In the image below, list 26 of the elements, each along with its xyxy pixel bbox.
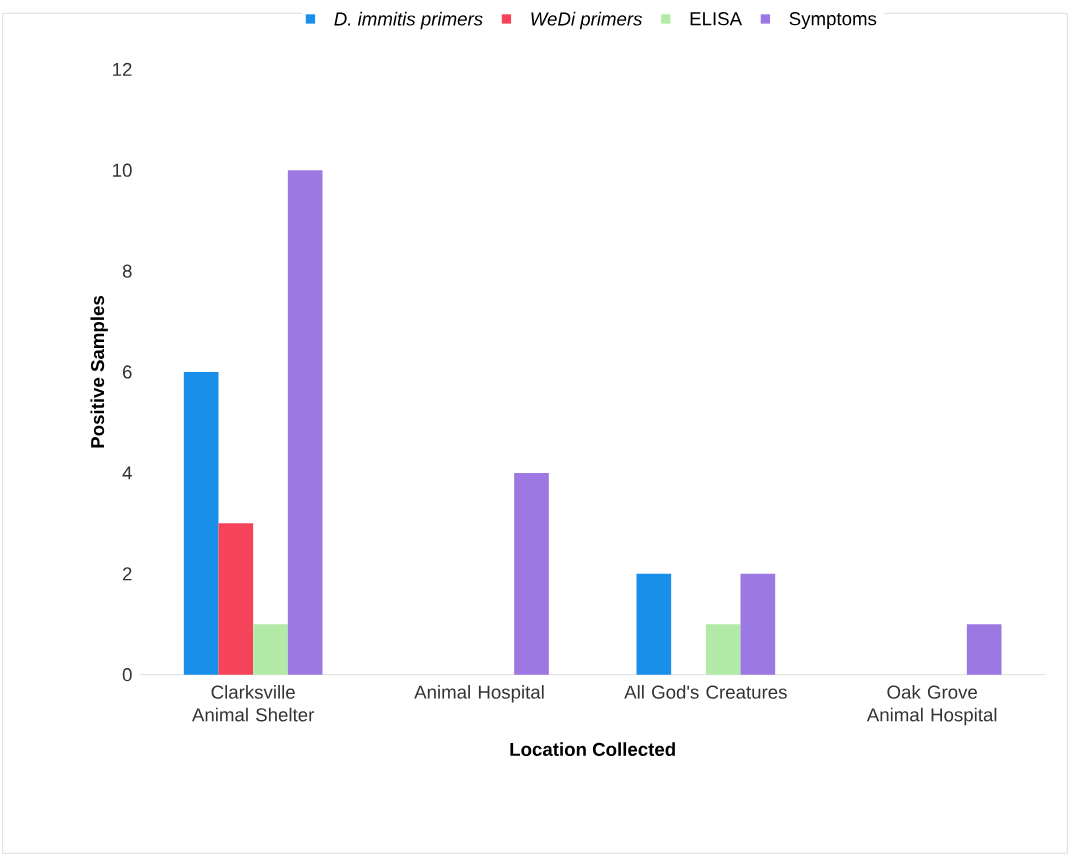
bar — [287, 170, 323, 675]
bar — [218, 523, 254, 675]
y-tick-label: 2 — [123, 567, 132, 581]
legend-label: D. immitis primers — [334, 11, 483, 30]
legend-label: ELISA — [690, 12, 743, 26]
bar — [740, 573, 776, 675]
y-tick-label: 12 — [113, 62, 132, 76]
bar — [253, 624, 288, 675]
x-tick-label: All God's Creatures — [624, 685, 787, 699]
y-tick-label: 4 — [122, 466, 132, 480]
x-tick-label: Clarksville Animal Shelter — [192, 685, 315, 722]
legend-label: WeDi primers — [531, 11, 643, 30]
bar — [514, 472, 549, 675]
bar — [705, 624, 741, 675]
bar — [636, 573, 672, 675]
bar — [966, 624, 1002, 675]
bar — [183, 371, 219, 675]
y-axis-title: Positive Samples — [90, 296, 108, 448]
x-tick-label: Oak Grove Animal Hospital — [866, 685, 997, 726]
y-tick-label: 0 — [122, 668, 132, 682]
y-tick-label: 10 — [113, 163, 132, 177]
x-tick-label: Animal Hospital — [414, 685, 544, 703]
y-tick-label: 8 — [122, 264, 132, 278]
y-tick-label: 6 — [123, 365, 132, 379]
legend-label: Symptoms — [789, 12, 877, 30]
x-axis-title: Location Collected — [510, 742, 675, 756]
